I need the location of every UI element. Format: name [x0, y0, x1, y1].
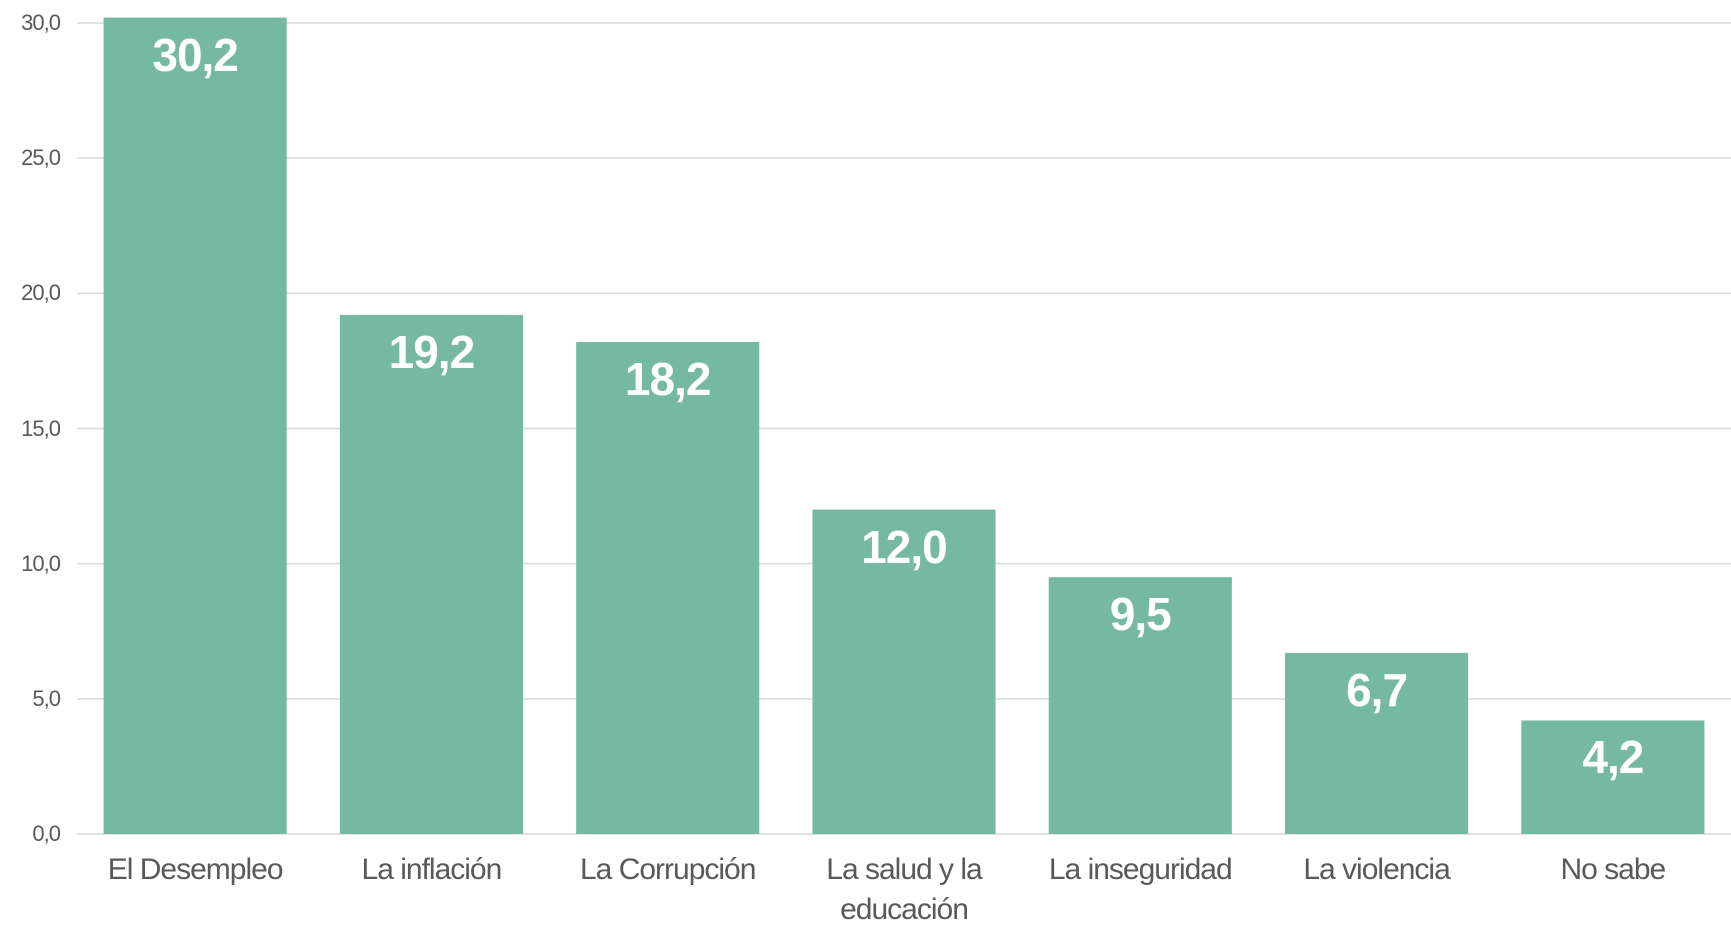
bar — [1048, 577, 1232, 834]
x-tick-label: El Desempleo — [107, 853, 284, 886]
bar — [1285, 652, 1469, 834]
y-tick-label: 5,0 — [32, 685, 61, 711]
value-label: 19,2 — [388, 325, 476, 378]
x-tick-label: La inflación — [361, 853, 503, 886]
bar — [576, 341, 760, 834]
y-tick-label: 30,0 — [21, 10, 61, 35]
y-tick-label: 15,0 — [21, 415, 61, 441]
value-label: 6,7 — [1346, 663, 1408, 716]
value-label: 9,5 — [1109, 588, 1172, 641]
x-tick-label: No sabe — [1560, 853, 1666, 886]
x-tick-label: La inseguridad — [1048, 853, 1233, 886]
value-label: 18,2 — [624, 352, 712, 405]
x-tick-label: La Corrupción — [579, 853, 756, 886]
bar — [339, 314, 523, 835]
value-label: 4,2 — [1582, 731, 1644, 784]
value-label: 12,0 — [861, 520, 948, 573]
y-tick-label: 0,0 — [32, 821, 61, 846]
x-tick-label: La salud y la educación — [826, 853, 982, 926]
y-tick-label: 25,0 — [21, 145, 61, 171]
x-tick-label: La violencia — [1303, 853, 1450, 886]
y-tick-label: 10,0 — [21, 550, 61, 576]
y-tick-label: 20,0 — [21, 280, 61, 306]
bar — [103, 17, 287, 835]
bar — [1521, 720, 1705, 834]
value-label: 30,2 — [152, 28, 239, 81]
bar — [812, 509, 996, 834]
